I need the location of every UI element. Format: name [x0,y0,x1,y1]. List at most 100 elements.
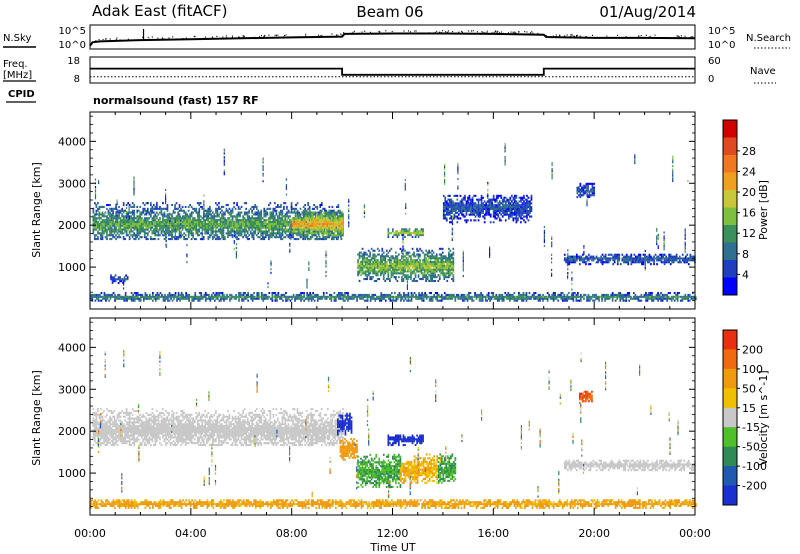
power-cell [323,224,326,227]
nsearch-point [486,32,488,34]
power-cell [458,213,460,216]
power-cell [163,215,166,218]
power-cell [340,234,343,237]
power-cell [122,228,125,231]
power-cell [213,234,216,237]
power-cell [278,211,281,214]
power-cell [122,219,125,222]
power-cell [287,217,290,220]
power-cell [446,262,449,265]
power-cell [595,255,598,258]
power-cell [143,204,146,207]
power-cell [590,182,592,185]
power-cell [333,299,336,302]
power-cell [183,219,185,222]
power-cell [159,221,161,224]
power-cell [280,236,282,239]
power-cell [526,202,528,205]
power-cell [315,226,318,229]
power-cell [426,253,429,256]
nsearch-point [98,39,100,41]
power-cell [286,207,288,210]
power-cell [482,208,484,211]
power-cell [607,253,610,256]
power-cell [257,211,260,214]
power-cell [517,209,519,212]
power-cell [274,226,276,229]
power-cell [329,224,332,227]
power-cell [426,268,429,271]
power-cell [337,234,339,237]
power-cell [181,209,184,212]
power-cell [281,217,284,220]
power-cell [681,253,684,256]
power-cell [160,232,163,235]
power-cell [248,215,250,218]
power-cell [413,270,415,273]
power-cell [300,297,302,300]
power-cell [287,221,290,224]
power-cell [587,196,589,199]
power-cell [331,226,333,229]
power-cell [308,217,310,220]
power-cell [190,219,193,222]
power-cell [438,262,441,265]
power-cell [588,194,591,197]
power-cell [239,219,241,222]
power-cell [321,238,324,241]
power-cell [446,259,449,262]
power-cell [190,232,193,235]
power-cell [364,259,367,262]
power-cell [199,226,202,229]
power-cell [111,295,113,298]
power-cell [520,221,522,224]
power-cell [612,263,614,266]
power-cell [636,257,639,260]
power-cell [109,295,112,298]
power-cell [296,219,298,222]
power-cell [245,236,247,239]
power-cell [242,292,245,295]
power-cell [215,238,217,241]
power-cell [215,228,217,231]
power-cell [160,222,163,225]
power-cell [443,255,446,258]
power-cell [428,255,430,258]
power-cell [304,204,306,207]
power-cell [303,293,305,296]
power-cell [419,261,421,264]
power-cell [445,211,448,214]
power-cell [298,211,300,214]
power-cell [112,228,114,231]
power-cell [238,292,240,295]
power-cell [318,219,321,222]
power-cell [277,204,279,207]
power-cell [160,209,163,212]
power-cell [278,224,281,227]
power-cell [128,226,131,229]
power-cell [228,217,231,220]
power-cell [119,232,122,235]
power-cell [448,255,450,258]
power-cell [612,259,614,262]
nsearch-point [415,30,417,32]
power-cell [442,202,445,205]
power-cell [297,297,299,300]
power-cell [166,230,169,233]
power-cell [308,209,311,212]
power-cell [162,224,164,227]
power-cell [209,224,211,227]
power-cell [326,232,329,235]
power-cell [145,228,148,231]
power-cell [180,234,182,237]
power-cell [107,234,110,237]
power-cell [110,234,113,237]
power-cell [309,221,312,224]
beam-title: Beam 06 [356,3,423,21]
power-cell [370,266,373,269]
power-cell [234,217,237,220]
power-cell [171,213,173,216]
power-cell [662,255,664,258]
power-cell [297,217,300,220]
power-cell [366,276,368,279]
